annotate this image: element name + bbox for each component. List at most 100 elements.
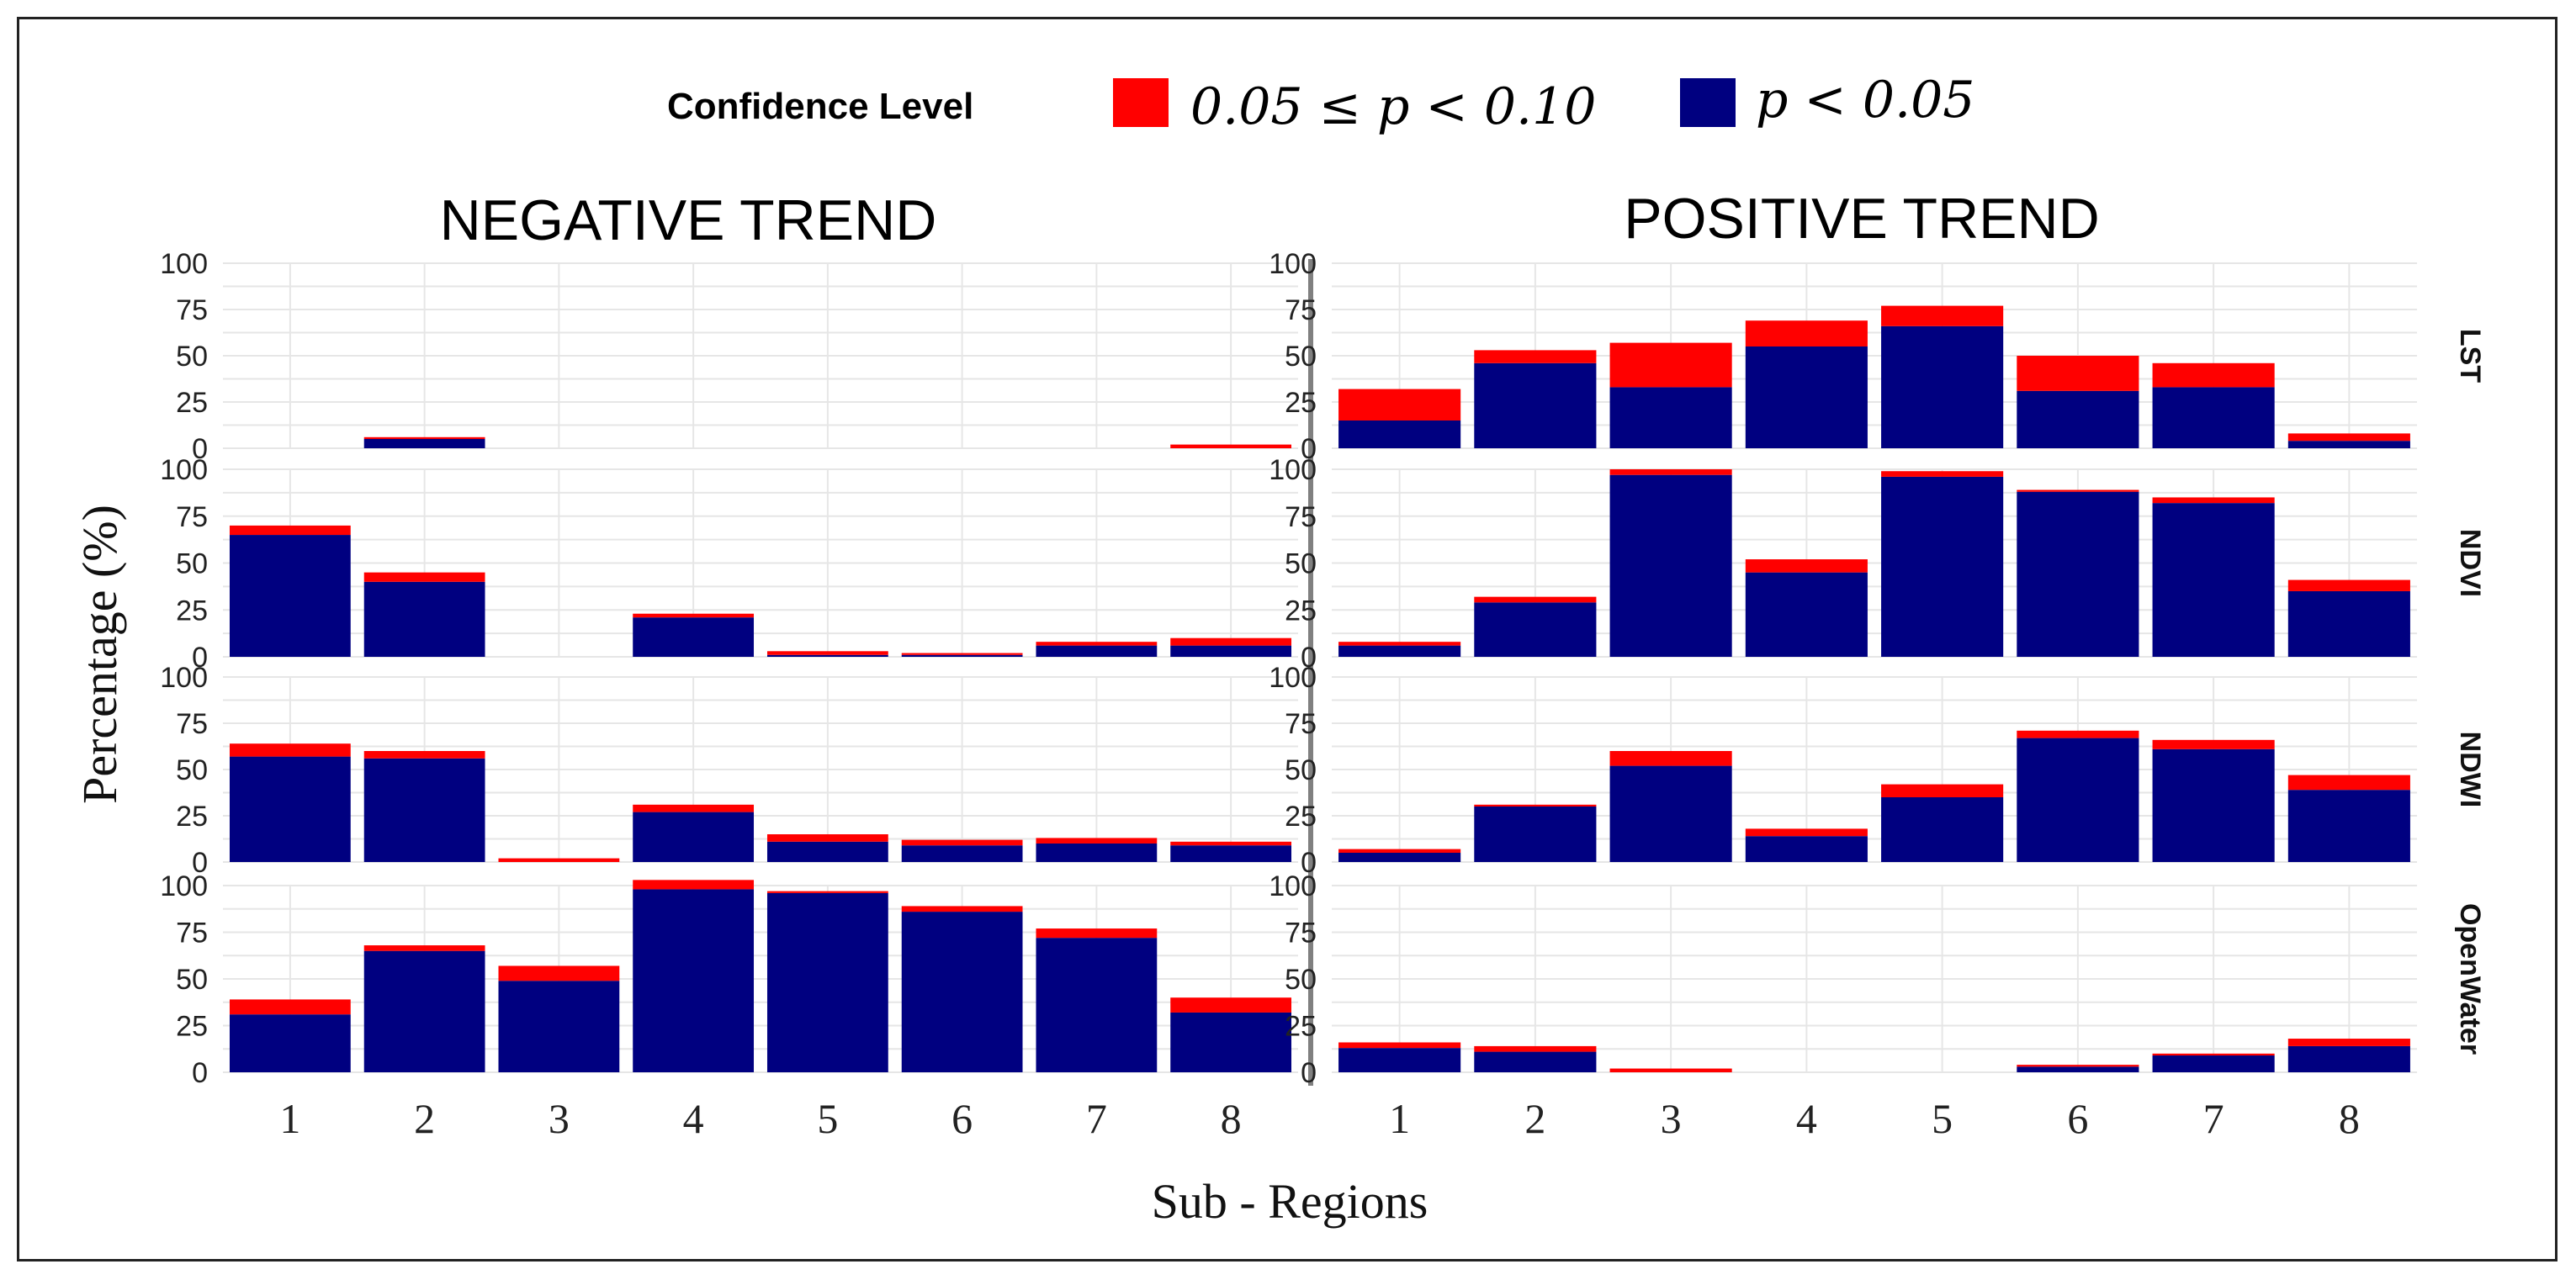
x-tick-label: 6: [2067, 1095, 2088, 1142]
bar-marginal: [1474, 1045, 1597, 1052]
x-tick-label: 8: [2339, 1095, 2360, 1142]
y-tick-label: 25: [1285, 801, 1317, 833]
bar-significant: [633, 889, 755, 1072]
bar-significant: [1036, 938, 1158, 1072]
y-tick-label: 50: [1285, 341, 1317, 373]
x-tick-label: 7: [2203, 1095, 2224, 1142]
x-tick-label: 1: [1389, 1095, 1410, 1142]
y-tick-label: 0: [192, 847, 208, 879]
bar-significant: [1170, 645, 1292, 657]
panel-positive-trend-openwater: 0 25 50 75 100 OpenWater 1 2 3 4 5 6 7 8: [1269, 870, 2486, 1142]
x-tick-label: 4: [683, 1095, 704, 1142]
bar-marginal: [2287, 433, 2410, 442]
bar-marginal: [2017, 489, 2139, 492]
bar-marginal: [766, 834, 888, 842]
y-tick-label: 50: [1285, 964, 1317, 996]
column-title-positive: POSITIVE TREND: [1624, 187, 2100, 251]
bar-marginal: [1338, 642, 1461, 646]
bar-significant: [498, 981, 620, 1072]
bar-marginal: [363, 436, 485, 439]
bar-marginal: [2152, 739, 2275, 749]
y-tick-label: 50: [176, 754, 208, 786]
y-tick-label: 25: [176, 595, 208, 627]
bar-significant: [1338, 1048, 1461, 1072]
bar-significant: [1881, 797, 2004, 862]
bar-significant: [2152, 387, 2275, 448]
panel-negative-trend-ndvi: 0 25 50 75 100: [160, 454, 1298, 674]
bar-significant: [363, 581, 485, 657]
y-tick-label: 75: [1285, 708, 1317, 740]
bar-marginal: [1609, 342, 1732, 388]
bar-marginal: [1745, 828, 1868, 837]
y-axis-title: Percentage (%): [72, 505, 127, 804]
x-tick-label: 2: [1524, 1095, 1545, 1142]
bar-significant: [1036, 645, 1158, 657]
y-tick-label: 75: [176, 294, 208, 326]
bar-significant: [766, 654, 888, 657]
x-tick-label: 1: [279, 1095, 300, 1142]
bar-significant: [1745, 836, 1868, 862]
bar-marginal: [229, 743, 351, 757]
y-tick-label: 25: [176, 1011, 208, 1043]
y-tick-label: 50: [176, 964, 208, 996]
bar-marginal: [1170, 444, 1292, 448]
panel-negative-trend-lst: 0 25 50 75 100: [160, 248, 1298, 465]
y-tick-label: 100: [1269, 248, 1317, 280]
bar-marginal: [1881, 784, 2004, 797]
y-tick-label: 75: [176, 918, 208, 949]
x-axis-title: Sub - Regions: [1152, 1174, 1428, 1229]
y-tick-label: 25: [176, 801, 208, 833]
bar-marginal: [1474, 350, 1597, 363]
bar-significant: [2017, 738, 2139, 862]
bar-significant: [1474, 602, 1597, 657]
y-tick-label: 25: [1285, 1011, 1317, 1043]
y-tick-label: 75: [1285, 294, 1317, 326]
y-tick-label: 100: [160, 662, 208, 694]
bar-marginal: [1609, 1068, 1732, 1072]
bar-significant: [1338, 420, 1461, 448]
bar-significant: [1474, 807, 1597, 862]
bar-marginal: [901, 653, 1023, 655]
y-tick-label: 0: [1301, 1057, 1317, 1089]
figure-frame: Confidence Level 0.05 ≤ p < 0.10 p < 0.0…: [17, 17, 2557, 1261]
bar-marginal: [2287, 775, 2410, 791]
bar-significant: [901, 654, 1023, 657]
bar-marginal: [1609, 469, 1732, 475]
legend-swatch-red: [1113, 78, 1169, 127]
bar-significant: [229, 756, 351, 862]
y-tick-label: 50: [176, 341, 208, 373]
bar-marginal: [901, 839, 1023, 846]
bar-marginal: [1338, 849, 1461, 853]
bar-marginal: [633, 804, 755, 812]
bar-significant: [1745, 346, 1868, 448]
x-tick-label: 5: [1932, 1095, 1953, 1142]
y-tick-label: 0: [1301, 847, 1317, 879]
bar-significant: [2152, 503, 2275, 657]
bar-marginal: [498, 858, 620, 862]
panel-negative-trend-ndwi: 0 25 50 75 100: [160, 662, 1298, 879]
y-tick-label: 75: [1285, 918, 1317, 949]
bar-marginal: [229, 525, 351, 536]
bar-significant: [766, 892, 888, 1072]
bar-marginal: [1745, 559, 1868, 573]
bar-significant: [2287, 1045, 2410, 1072]
y-tick-label: 50: [1285, 754, 1317, 786]
bar-marginal: [1881, 305, 2004, 326]
y-tick-label: 100: [160, 454, 208, 486]
bar-significant: [2287, 590, 2410, 657]
bar-significant: [2017, 1066, 2139, 1072]
y-tick-label: 100: [1269, 870, 1317, 902]
y-tick-label: 75: [176, 708, 208, 740]
bar-significant: [1338, 645, 1461, 657]
column-title-negative: NEGATIVE TREND: [440, 188, 937, 252]
bar-marginal: [2287, 1039, 2410, 1046]
bar-significant: [1338, 853, 1461, 862]
y-tick-label: 100: [1269, 454, 1317, 486]
bar-significant: [1170, 845, 1292, 862]
bar-significant: [2287, 441, 2410, 448]
bar-marginal: [633, 880, 755, 890]
bar-marginal: [1036, 838, 1158, 844]
y-tick-label: 0: [192, 433, 208, 465]
legend-label-marginal: 0.05 ≤ p < 0.10: [1190, 77, 1596, 136]
x-tick-label: 8: [1221, 1095, 1242, 1142]
